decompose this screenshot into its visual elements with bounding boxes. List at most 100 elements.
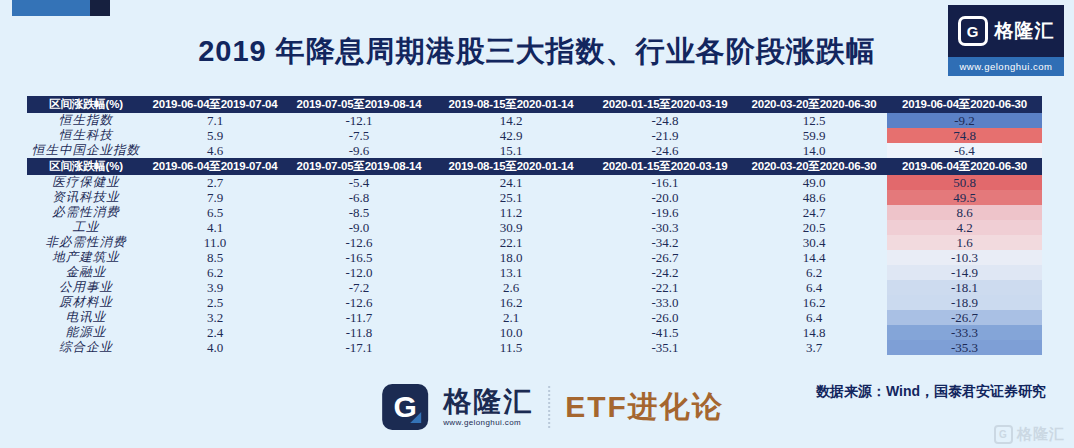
cell-value: -11.7 bbox=[285, 310, 433, 325]
index-table: 区间涨跌幅(%)2019-06-04至2019-07-042019-07-05至… bbox=[27, 96, 1042, 158]
row-label: 电讯业 bbox=[27, 310, 145, 325]
cell-value: 50.8 bbox=[887, 175, 1042, 190]
cell-value: 15.1 bbox=[433, 143, 589, 158]
cell-value: -24.8 bbox=[589, 113, 741, 128]
cell-value: -7.5 bbox=[285, 128, 433, 143]
cell-value: 6.5 bbox=[145, 205, 285, 220]
footer-partner-name: ETF进化论 bbox=[565, 387, 724, 428]
cell-value: 13.1 bbox=[433, 265, 589, 280]
cell-value: -35.3 bbox=[887, 340, 1042, 355]
cell-value: 4.6 bbox=[145, 143, 285, 158]
table-row: 综合企业4.0-17.111.5-35.13.7-35.3 bbox=[27, 340, 1042, 355]
cell-value: 6.4 bbox=[741, 280, 887, 295]
table-row: 公用事业3.9-7.22.6-22.16.4-18.1 bbox=[27, 280, 1042, 295]
cell-value: -22.1 bbox=[589, 280, 741, 295]
footer-brand: G 格隆汇 www.gelonghui.com ETF进化论 bbox=[382, 384, 724, 430]
cell-value: -20.0 bbox=[589, 190, 741, 205]
cell-value: 11.5 bbox=[433, 340, 589, 355]
row-label: 必需性消费 bbox=[27, 205, 145, 220]
gelonghui-logo-text: 格隆汇 bbox=[995, 18, 1055, 44]
decorative-bar-blue bbox=[12, 0, 90, 16]
cell-value: 6.2 bbox=[145, 265, 285, 280]
table-row: 医疗保健业2.7-5.424.1-16.149.050.8 bbox=[27, 175, 1042, 190]
cell-value: 18.0 bbox=[433, 250, 589, 265]
period-header-cell: 2020-03-20至2020-06-30 bbox=[741, 96, 887, 113]
cell-value: -9.6 bbox=[285, 143, 433, 158]
cell-value: 16.2 bbox=[741, 295, 887, 310]
cell-value: 22.1 bbox=[433, 235, 589, 250]
cell-value: -34.2 bbox=[589, 235, 741, 250]
period-header-cell: 2019-08-15至2020-01-14 bbox=[433, 158, 589, 175]
gelonghui-logo-box: G 格隆汇 bbox=[948, 5, 1064, 57]
cell-value: 3.9 bbox=[145, 280, 285, 295]
gelonghui-logo: G 格隆汇 www.gelonghui.com bbox=[948, 5, 1064, 76]
cell-value: 74.8 bbox=[887, 128, 1042, 143]
period-header-cell: 2019-08-15至2020-01-14 bbox=[433, 96, 589, 113]
table-header-row: 区间涨跌幅(%)2019-06-04至2019-07-042019-07-05至… bbox=[27, 158, 1042, 175]
cell-value: 12.5 bbox=[741, 113, 887, 128]
cell-value: 8.6 bbox=[887, 205, 1042, 220]
industry-table: 区间涨跌幅(%)2019-06-04至2019-07-042019-07-05至… bbox=[27, 158, 1042, 355]
table-row: 资讯科技业7.9-6.825.1-20.048.649.5 bbox=[27, 190, 1042, 205]
cell-value: 11.0 bbox=[145, 235, 285, 250]
cell-value: -9.2 bbox=[887, 113, 1042, 128]
table-row: 原材料业2.5-12.616.2-33.016.2-18.9 bbox=[27, 295, 1042, 310]
cell-value: -33.3 bbox=[887, 325, 1042, 340]
cell-value: -12.1 bbox=[285, 113, 433, 128]
cell-value: 2.1 bbox=[433, 310, 589, 325]
cell-value: -41.5 bbox=[589, 325, 741, 340]
cell-value: 6.4 bbox=[741, 310, 887, 325]
row-label: 资讯科技业 bbox=[27, 190, 145, 205]
cell-value: 25.1 bbox=[433, 190, 589, 205]
cell-value: 59.9 bbox=[741, 128, 887, 143]
cell-value: -16.1 bbox=[589, 175, 741, 190]
cell-value: -10.3 bbox=[887, 250, 1042, 265]
period-header-cell: 2019-06-04至2019-07-04 bbox=[145, 96, 285, 113]
cell-value: 4.1 bbox=[145, 220, 285, 235]
cell-value: 14.8 bbox=[741, 325, 887, 340]
cell-value: 7.1 bbox=[145, 113, 285, 128]
watermark-text: 格隆汇 bbox=[1017, 425, 1065, 444]
cell-value: 3.7 bbox=[741, 340, 887, 355]
row-label: 原材料业 bbox=[27, 295, 145, 310]
cell-value: -7.2 bbox=[285, 280, 433, 295]
cell-value: 2.7 bbox=[145, 175, 285, 190]
cell-value: -5.4 bbox=[285, 175, 433, 190]
page-title: 2019 年降息周期港股三大指数、行业各阶段涨跌幅 bbox=[0, 32, 1074, 72]
cell-value: 16.2 bbox=[433, 295, 589, 310]
cell-value: -21.9 bbox=[589, 128, 741, 143]
period-header-cell: 2020-01-15至2020-03-19 bbox=[589, 158, 741, 175]
cell-value: 1.6 bbox=[887, 235, 1042, 250]
watermark: G 格隆汇 bbox=[994, 425, 1065, 444]
row-label: 金融业 bbox=[27, 265, 145, 280]
cell-value: -33.0 bbox=[589, 295, 741, 310]
table-row: 工业4.1-9.030.9-30.320.54.2 bbox=[27, 220, 1042, 235]
cell-value: 4.0 bbox=[145, 340, 285, 355]
cell-value: -16.5 bbox=[285, 250, 433, 265]
cell-value: -11.8 bbox=[285, 325, 433, 340]
cell-value: -12.6 bbox=[285, 235, 433, 250]
cell-value: -19.6 bbox=[589, 205, 741, 220]
cell-value: -8.5 bbox=[285, 205, 433, 220]
cell-value: -18.1 bbox=[887, 280, 1042, 295]
metric-header-cell: 区间涨跌幅(%) bbox=[27, 158, 145, 175]
row-label: 恒生指数 bbox=[27, 113, 145, 128]
table-row: 电讯业3.2-11.72.1-26.06.4-26.7 bbox=[27, 310, 1042, 325]
cell-value: 30.4 bbox=[741, 235, 887, 250]
period-header-cell: 2019-07-05至2019-08-14 bbox=[285, 96, 433, 113]
period-header-cell: 2019-06-04至2020-06-30 bbox=[887, 96, 1042, 113]
cell-value: 20.5 bbox=[741, 220, 887, 235]
cell-value: -9.0 bbox=[285, 220, 433, 235]
cell-value: -35.1 bbox=[589, 340, 741, 355]
cell-value: -6.4 bbox=[887, 143, 1042, 158]
gelonghui-g-icon: G bbox=[958, 16, 988, 46]
cell-value: -12.6 bbox=[285, 295, 433, 310]
gelonghui-g-icon-footer: G bbox=[382, 384, 428, 430]
table-row: 恒生科技5.9-7.542.9-21.959.974.8 bbox=[27, 128, 1042, 143]
row-label: 恒生中国企业指数 bbox=[27, 143, 145, 158]
cell-value: -12.0 bbox=[285, 265, 433, 280]
cell-value: 24.1 bbox=[433, 175, 589, 190]
period-header-cell: 2019-06-04至2019-07-04 bbox=[145, 158, 285, 175]
table-row: 非必需性消费11.0-12.622.1-34.230.41.6 bbox=[27, 235, 1042, 250]
table-row: 恒生指数7.1-12.114.2-24.812.5-9.2 bbox=[27, 113, 1042, 128]
